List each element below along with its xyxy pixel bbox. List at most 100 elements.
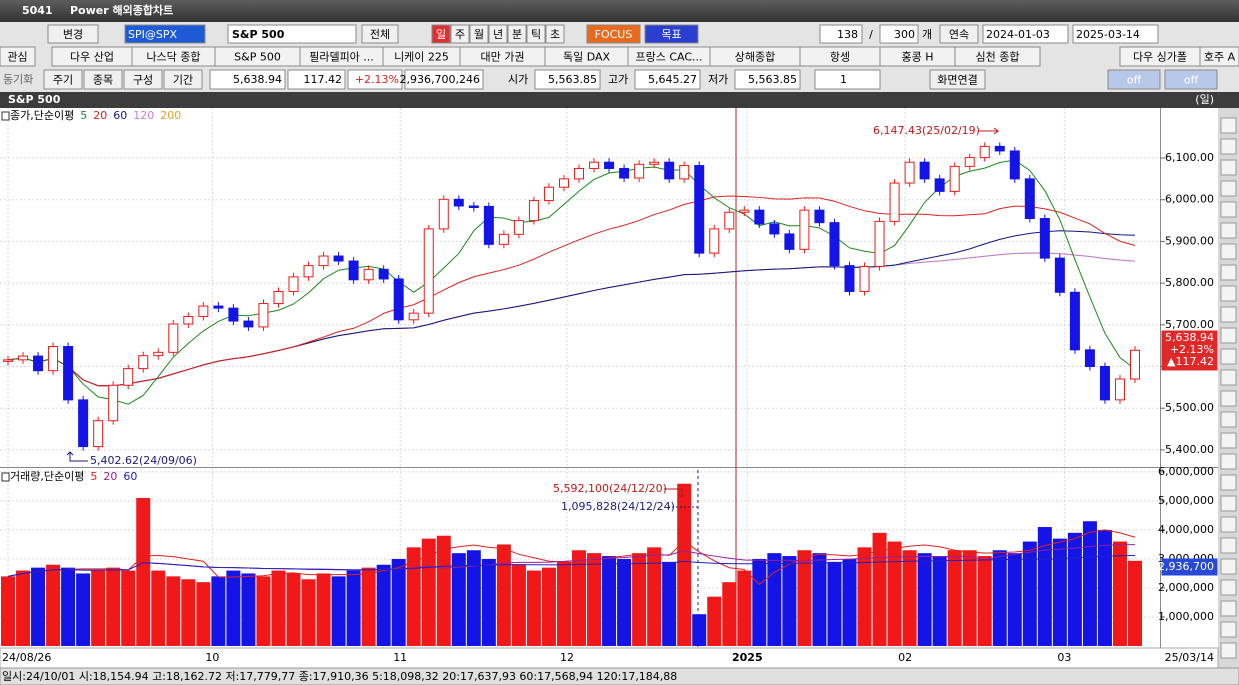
tool-icon[interactable] [1220,222,1237,239]
count: 138 [837,28,858,41]
tool-icon[interactable] [1220,642,1237,659]
off-button-label[interactable]: off [1184,74,1199,87]
period-button-label[interactable]: 초 [550,28,560,41]
tool-icon[interactable] [1220,117,1237,134]
index-button-label[interactable]: 다우 산업 [70,51,114,64]
index-button-label[interactable]: 나스닥 종합 [146,51,200,64]
tool-icon[interactable] [1220,369,1237,386]
tool-icon[interactable] [1220,306,1237,323]
off-button-label[interactable]: off [1127,74,1142,87]
button[interactable] [929,69,986,90]
button[interactable] [939,24,979,44]
period-button[interactable] [488,24,508,44]
period-button-label[interactable]: 분 [512,28,522,41]
tool-icon[interactable] [1220,621,1237,638]
period-button[interactable] [507,24,527,44]
tool-icon[interactable] [1220,453,1237,470]
tool-icon[interactable] [1220,474,1237,491]
tool-icon[interactable] [1220,348,1237,365]
button-label[interactable]: 전체 [370,28,390,41]
from-box[interactable] [982,24,1069,44]
index-button-label[interactable]: 대만 가권 [481,51,525,64]
tool-icon[interactable] [1220,180,1237,197]
chart-title: S&P 500 [8,93,61,106]
index-button-label[interactable]: 필라델피아 ... [309,51,374,64]
focus-button-label[interactable]: FOCUS [595,28,633,41]
index-button-label[interactable]: 심천 종합 [976,50,1020,64]
volume-bar [481,558,496,646]
target-button[interactable] [644,24,699,44]
button[interactable] [47,24,99,44]
volume-bar [992,550,1007,646]
period-button[interactable] [450,24,470,44]
index-button-label[interactable]: 상해종합 [735,50,775,64]
tool-icon[interactable] [1220,285,1237,302]
tool-icon[interactable] [1220,516,1237,533]
period-button[interactable] [469,24,489,44]
volume-bar [91,570,106,646]
button[interactable] [43,69,83,90]
index-button-label[interactable]: 니케이 225 [394,51,449,64]
tool-icon[interactable] [1220,243,1237,260]
button-label[interactable]: 종목 [93,74,113,87]
index-button-label[interactable]: S&P 500 [234,51,281,64]
button-label[interactable]: 변경 [63,28,83,41]
button[interactable] [361,24,399,44]
target-button-label[interactable]: 목표 [661,28,681,41]
index-button-label[interactable]: 독일 DAX [563,50,611,64]
index-button-label[interactable]: 관심 [7,51,27,64]
tool-icon[interactable] [1220,327,1237,344]
focus-button[interactable] [586,24,641,44]
index-button-label[interactable]: 프랑스 CAC... [635,51,702,64]
tool-icon[interactable] [1220,264,1237,281]
candle [93,420,104,448]
button-label[interactable]: 연속 [949,28,969,41]
period-button[interactable] [431,24,451,44]
tool-icon[interactable] [1220,600,1237,617]
tool-icon[interactable] [1220,159,1237,176]
tool-icon[interactable] [1220,558,1237,575]
index-button[interactable] [0,46,36,67]
to-box[interactable] [1072,24,1159,44]
mult-box[interactable] [814,69,881,90]
volume-bar [346,570,361,646]
tool-icon[interactable] [1220,432,1237,449]
button[interactable] [163,69,203,90]
tool-icon[interactable] [1220,495,1237,512]
period-button-label[interactable]: 주 [455,28,465,41]
period-button-label[interactable]: 틱 [531,28,541,41]
index-button-label[interactable]: 항셍 [830,51,850,64]
volume-bar [842,558,857,646]
index-button-label[interactable]: 홍콩 H [901,50,933,64]
off-button[interactable] [1107,69,1161,90]
tool-icon[interactable] [1220,390,1237,407]
index-button[interactable] [954,46,1041,67]
name-box [227,24,357,44]
period-button[interactable] [545,24,565,44]
tool-icon[interactable] [1220,537,1237,554]
period-button-label[interactable]: 년 [493,28,503,41]
tool-icon[interactable] [1220,138,1237,155]
button[interactable] [83,69,123,90]
button-label[interactable]: 기간 [173,74,193,87]
period-button[interactable] [526,24,546,44]
tool-icon[interactable] [1220,201,1237,218]
button-label[interactable]: 화면연결 [937,74,977,87]
button[interactable] [123,69,163,90]
volume-bar [331,576,346,646]
period-button-label[interactable]: 월 [474,28,484,41]
title-bar [0,0,1239,22]
index-button-label[interactable]: 다우 싱가폴 [1133,51,1187,64]
index-button[interactable] [1199,46,1239,67]
symbol-box[interactable] [124,24,206,44]
tool-icon[interactable] [1220,579,1237,596]
button-label[interactable]: 주기 [53,74,73,87]
candle [378,268,389,280]
volume-low-annotation: 1,095,828(24/12/24) [561,500,675,513]
volume-tick-label: 6,000,000 [1158,465,1214,478]
period-button-label[interactable]: 일 [436,27,446,41]
off-button[interactable] [1164,69,1218,90]
tool-icon[interactable] [1220,411,1237,428]
button-label[interactable]: 구성 [133,74,153,87]
index-button-label[interactable]: 호주 A [1204,51,1236,64]
